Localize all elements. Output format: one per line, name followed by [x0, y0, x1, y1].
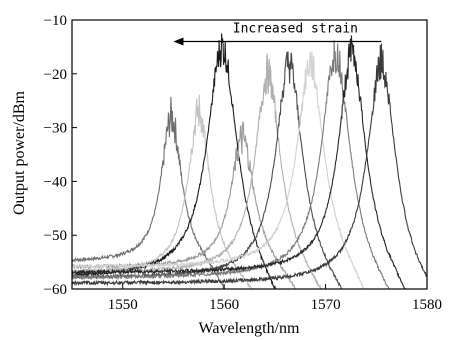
axes-frame: [71, 19, 428, 290]
spectrum-series-7: [72, 51, 365, 289]
x-axis-label: Wavelength/nm: [199, 320, 300, 337]
y-tick-label: −40: [44, 174, 67, 190]
x-tick-label: 1550: [108, 297, 138, 313]
y-tick-label: −60: [44, 282, 67, 298]
spectrum-series-4: [72, 121, 297, 289]
strain-arrowhead: [173, 37, 184, 46]
x-tick-label: 1570: [311, 297, 341, 313]
series-layer: [72, 33, 427, 289]
spectrum-series-3: [72, 33, 277, 289]
ticks-layer: 1550 1560 1570 1580 −10 −20 −30 −40 −50 −60: [44, 13, 442, 313]
y-tick-label: −10: [44, 13, 67, 29]
annotation-layer: Increased strain: [173, 22, 382, 46]
spectrum-series-5: [72, 53, 322, 289]
y-tick-label: −50: [44, 228, 67, 244]
y-tick-label: −30: [44, 121, 67, 137]
x-tick-label: 1580: [412, 297, 442, 313]
spectrum-series-1: [72, 96, 226, 289]
spectrum-series-8: [72, 40, 390, 289]
y-axis-label: Output power/dBm: [11, 90, 28, 215]
strain-annotation-label: Increased strain: [233, 22, 358, 37]
y-tick-label: −20: [44, 67, 67, 83]
x-tick-label: 1560: [209, 297, 239, 313]
spectrum-series-10: [72, 43, 427, 287]
